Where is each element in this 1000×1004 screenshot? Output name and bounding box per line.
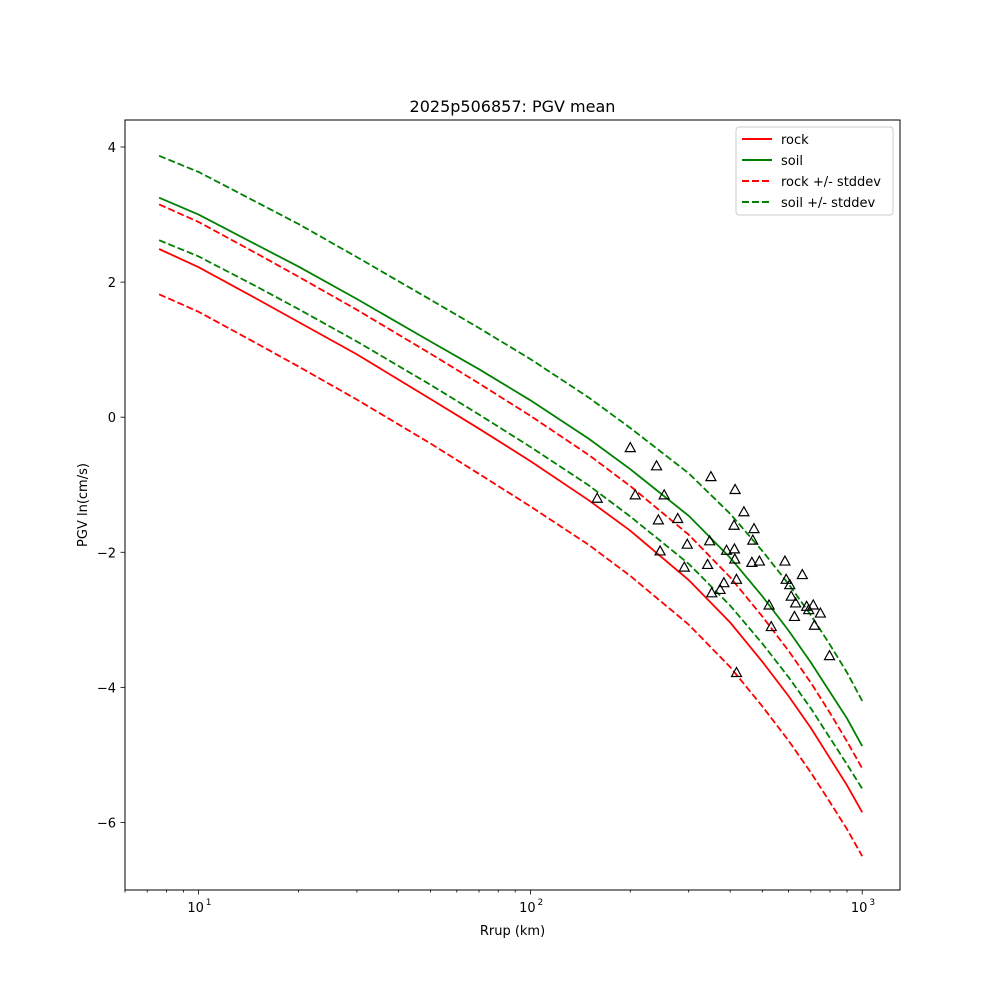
series-line-rock-stddev	[158, 203, 863, 769]
observation-marker	[650, 459, 663, 471]
legend-label-soil-stddev: soil +/- stddev	[781, 196, 876, 211]
observation-marker	[629, 488, 642, 500]
plot-markers	[591, 441, 836, 678]
observation-marker	[671, 512, 684, 524]
observation-marker	[703, 534, 716, 546]
observation-marker	[746, 533, 759, 545]
observation-marker	[785, 589, 798, 601]
observation-marker	[796, 568, 809, 580]
x-tick-exponent: 2	[538, 898, 544, 908]
legend-label-rock: rock	[781, 133, 809, 148]
observation-marker	[823, 649, 836, 661]
x-tick-label: 10	[851, 901, 868, 916]
y-tick-label: 0	[108, 411, 116, 426]
x-axis-label: Rrup (km)	[480, 924, 545, 939]
x-axis: 10 1 10 2 10 3	[124, 890, 875, 916]
observation-marker	[807, 598, 820, 610]
y-tick-label: −4	[97, 681, 116, 696]
series-line-soil	[158, 196, 863, 747]
observation-marker	[717, 576, 730, 588]
observation-marker	[704, 470, 717, 482]
observation-marker	[747, 522, 761, 534]
legend-box	[735, 126, 894, 216]
observation-marker	[730, 666, 743, 678]
observation-marker	[591, 492, 604, 503]
observation-marker	[705, 586, 718, 598]
observation-marker	[654, 544, 667, 556]
y-tick-label: −2	[97, 546, 116, 561]
observation-marker	[783, 578, 796, 590]
legend: rock soil rock +/- stddev soil +/- stdde…	[735, 126, 894, 216]
observation-marker	[814, 606, 827, 618]
observation-marker	[681, 537, 694, 549]
observation-marker	[624, 441, 637, 453]
legend-label-soil: soil	[781, 154, 803, 169]
x-tick-label: 10	[519, 901, 536, 916]
y-tick-label: 2	[108, 276, 116, 291]
y-axis: 4 2 0 −2 −4 −6	[97, 141, 125, 831]
y-tick-label: −6	[97, 816, 116, 831]
observation-marker	[728, 542, 741, 554]
observation-marker	[737, 505, 750, 517]
observation-marker	[788, 610, 801, 622]
observation-marker	[701, 558, 714, 570]
observation-marker	[780, 573, 793, 584]
series-line-soil-stddev	[158, 239, 863, 790]
observation-marker	[728, 519, 741, 530]
observation-marker	[745, 556, 758, 568]
observation-marker	[763, 598, 776, 610]
observation-marker	[728, 552, 741, 564]
observation-marker	[678, 560, 691, 572]
observation-marker	[720, 544, 733, 555]
observation-marker	[652, 513, 665, 525]
plot-frame	[124, 119, 901, 891]
x-tick-exponent: 1	[206, 898, 212, 908]
series-line-rock	[158, 248, 863, 813]
observation-marker	[753, 554, 766, 566]
observation-marker	[778, 554, 791, 566]
y-axis-label: PGV ln(cm/s)	[76, 463, 91, 547]
observation-marker	[729, 483, 742, 495]
y-tick-label: 4	[108, 141, 116, 156]
chart-title: 2025p506857: PGV mean	[410, 97, 616, 116]
observation-marker	[658, 488, 671, 500]
legend-label-rock-stddev: rock +/- stddev	[781, 175, 881, 190]
observation-marker	[730, 573, 743, 584]
series-line-rock-stddev	[158, 293, 863, 857]
x-tick-label: 10	[187, 901, 204, 916]
observation-marker	[765, 620, 778, 632]
observation-marker	[789, 596, 802, 608]
x-tick-exponent: 3	[869, 898, 875, 908]
observation-marker	[808, 618, 821, 630]
observation-marker	[714, 583, 727, 595]
